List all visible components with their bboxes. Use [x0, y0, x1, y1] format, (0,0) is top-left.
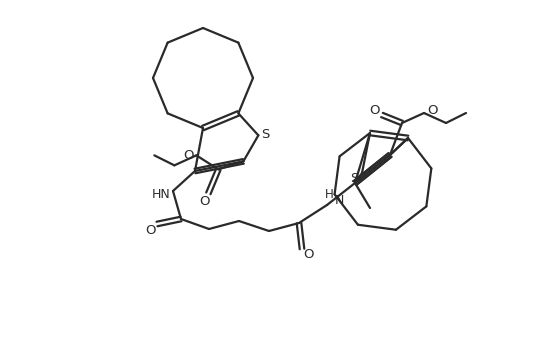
Text: O: O: [183, 149, 193, 162]
Text: O: O: [427, 104, 437, 118]
Text: O: O: [146, 223, 156, 237]
Text: H: H: [325, 188, 334, 202]
Text: O: O: [199, 195, 209, 208]
Text: HN: HN: [152, 188, 171, 202]
Text: S: S: [261, 128, 270, 141]
Text: S: S: [350, 173, 358, 185]
Text: O: O: [302, 248, 313, 262]
Text: O: O: [370, 103, 380, 117]
Text: N: N: [334, 194, 343, 208]
